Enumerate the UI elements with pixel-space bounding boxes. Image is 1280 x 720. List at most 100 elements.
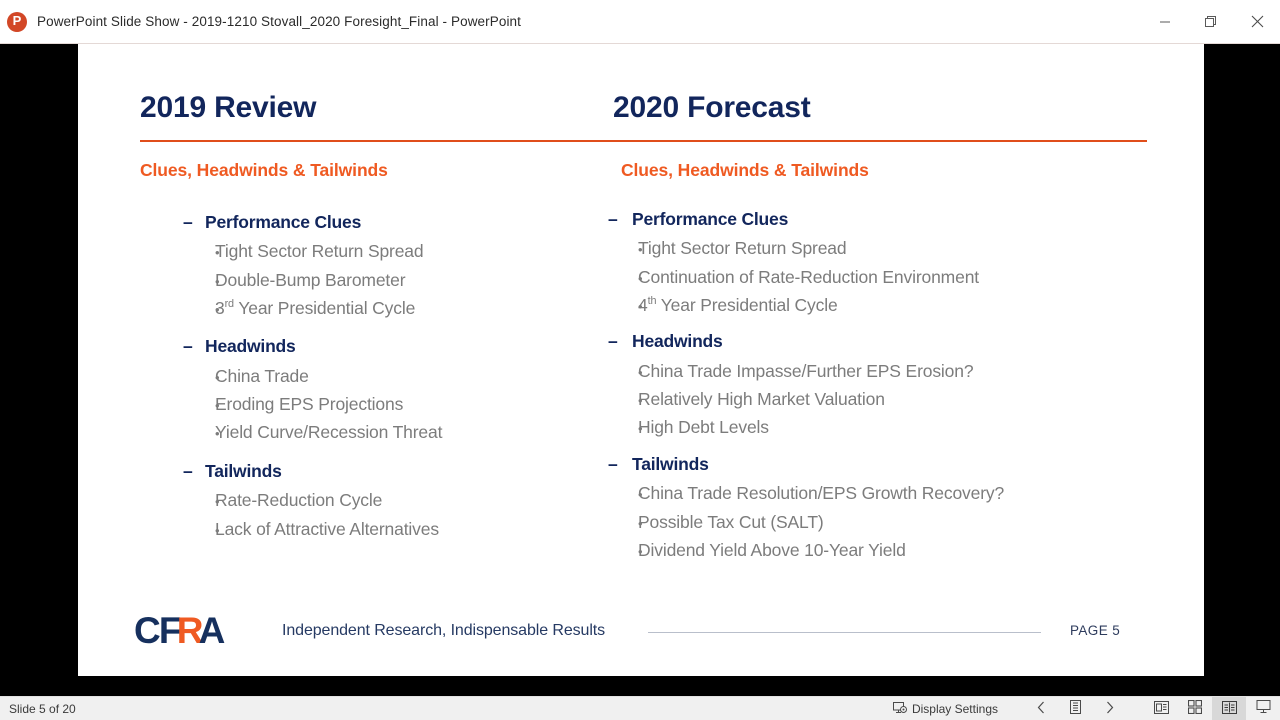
bullet-group-heading: – Headwinds: [183, 334, 653, 359]
restore-button[interactable]: [1188, 0, 1234, 44]
page-title-right: 2020 Forecast: [613, 91, 811, 124]
round-bullet-icon: •: [215, 273, 220, 289]
reading-view-button[interactable]: [1212, 696, 1246, 720]
bullet-sublist: • Tight Sector Return Spread • Continuation…: [608, 234, 1204, 319]
list-item-label: Rate-Reduction Cycle: [215, 490, 383, 511]
round-bullet-icon: •: [638, 543, 643, 559]
notes-icon: [1069, 700, 1082, 717]
list-item: • Double-Bump Barometer: [183, 266, 653, 294]
bullet-group-heading-label: Headwinds: [205, 336, 296, 357]
bullet-group: – Headwinds • China Trade • Eroding EPS Proje…: [183, 334, 653, 446]
list-item: • Dividend Yield Above 10-Year Yield: [608, 536, 1204, 564]
bullet-group-heading: – Performance Clues: [183, 210, 653, 235]
list-item-label: High Debt Levels: [638, 417, 769, 438]
list-item-text: Year Presidential Cycle: [656, 295, 838, 316]
slide-counter: Slide 5 of 20: [9, 701, 76, 716]
previous-slide-icon: [1036, 701, 1047, 717]
slide-sorter-button[interactable]: [1178, 697, 1212, 720]
list-item: • 4th Year Presidential Cycle: [608, 291, 1204, 319]
ordinal-number: 3: [215, 298, 225, 319]
list-item: • Eroding EPS Projections: [183, 390, 653, 418]
next-slide-button[interactable]: [1092, 697, 1126, 720]
page-title-left: 2019 Review: [140, 91, 317, 124]
slide-sorter-icon: [1187, 699, 1203, 717]
round-bullet-icon: •: [215, 245, 220, 261]
round-bullet-icon: •: [638, 242, 643, 258]
list-item: • Rate-Reduction Cycle: [183, 486, 653, 514]
previous-slide-button[interactable]: [1024, 697, 1058, 720]
list-item: • Possible Tax Cut (SALT): [608, 508, 1204, 536]
powerpoint-icon: P: [7, 11, 27, 32]
subheading-right: Clues, Headwinds & Tailwinds: [621, 160, 869, 180]
round-bullet-icon: •: [215, 426, 220, 442]
list-item-label: Possible Tax Cut (SALT): [638, 511, 824, 532]
bullet-group-heading: – Headwinds: [608, 329, 1204, 354]
list-item: • Relatively High Market Valuation: [608, 385, 1204, 413]
round-bullet-icon: •: [215, 494, 220, 510]
bullet-group-heading-label: Headwinds: [632, 331, 723, 352]
slide-footer: CFRA Independent Research, Indispensable…: [78, 608, 1204, 658]
slide-show-button[interactable]: [1246, 697, 1280, 720]
dash-bullet-icon: –: [183, 336, 193, 357]
close-button[interactable]: [1234, 0, 1280, 44]
status-bar-controls: Display Settings: [885, 696, 1280, 720]
bullet-group-heading: – Performance Clues: [608, 207, 1204, 232]
minimize-button[interactable]: [1142, 0, 1188, 44]
round-bullet-icon: •: [638, 393, 643, 409]
dash-bullet-icon: –: [608, 209, 618, 229]
list-item: • China Trade Resolution/EPS Growth Recov…: [608, 479, 1204, 507]
display-settings-label: Display Settings: [911, 701, 998, 716]
ordinal-suffix: rd: [224, 298, 234, 311]
title-divider-rule: [140, 140, 1147, 142]
left-column-title-row: 2019 Review: [140, 91, 316, 124]
round-bullet-icon: •: [638, 270, 643, 286]
normal-view-button[interactable]: [1144, 697, 1178, 720]
display-settings-button[interactable]: Display Settings: [885, 697, 1006, 720]
bullet-groups-right: – Performance Clues • Tight Sector Return S…: [608, 207, 1204, 574]
list-item: • 3rd Year Presidential Cycle: [183, 294, 653, 322]
reading-view-icon: [1221, 700, 1237, 717]
round-bullet-icon: •: [215, 522, 220, 538]
slide-canvas[interactable]: 2019 Review 2020 Forecast Clues, Headwin…: [78, 44, 1204, 676]
page-number: PAGE 5: [1070, 623, 1121, 638]
list-item-label: China Trade Resolution/EPS Growth Recove…: [638, 483, 1005, 504]
list-item-label: Lack of Attractive Alternatives: [215, 518, 439, 539]
list-item: • Continuation of Rate-Reduction Environm…: [608, 263, 1204, 291]
round-bullet-icon: •: [638, 421, 643, 437]
subheading-left: Clues, Headwinds & Tailwinds: [140, 160, 388, 180]
list-item: • China Trade: [183, 362, 653, 390]
round-bullet-icon: •: [215, 369, 220, 385]
bullet-group-heading-label: Performance Clues: [205, 212, 362, 232]
list-item-label: China Trade Impasse/Further EPS Erosion?: [638, 360, 974, 381]
bullet-sublist: • China Trade Resolution/EPS Growth Recov…: [608, 479, 1204, 564]
bullet-group: – Tailwinds • Rate-Reduction Cycle • Lack of …: [183, 459, 653, 543]
list-item-text: Year Presidential Cycle: [233, 298, 416, 319]
cfra-logo-r: R: [176, 610, 204, 651]
window-controls: [1142, 0, 1280, 44]
ordinal-suffix: th: [647, 295, 657, 308]
list-item: • Lack of Attractive Alternatives: [183, 515, 653, 543]
round-bullet-icon: •: [638, 364, 643, 380]
list-item-label: Dividend Yield Above 10-Year Yield: [638, 539, 906, 560]
bullet-sublist: • Rate-Reduction Cycle • Lack of Attractive…: [183, 486, 653, 543]
list-item-label: Relatively High Market Valuation: [638, 389, 885, 410]
dash-bullet-icon: –: [608, 331, 618, 352]
bullet-group-heading: – Tailwinds: [608, 452, 1204, 477]
footer-divider-rule: [648, 632, 1041, 633]
notes-button[interactable]: [1058, 697, 1092, 720]
bullet-group: – Performance Clues • Tight Sector Return S…: [608, 207, 1204, 319]
list-item: • Tight Sector Return Spread: [608, 234, 1204, 262]
bullet-group-heading: – Tailwinds: [183, 459, 653, 484]
powerpoint-icon-letter: P: [12, 13, 22, 28]
list-item-label: Continuation of Rate-Reduction Environme…: [638, 266, 979, 287]
bullet-groups-left: – Performance Clues • Tight Sector Return S…: [183, 210, 653, 555]
window-title: PowerPoint Slide Show - 2019-1210 Stoval…: [37, 14, 522, 29]
title-bar: P PowerPoint Slide Show - 2019-1210 Stov…: [0, 0, 1280, 44]
list-item-label: Tight Sector Return Spread: [638, 238, 847, 259]
cfra-logo-a: A: [198, 610, 226, 651]
dash-bullet-icon: –: [183, 212, 193, 232]
round-bullet-icon: •: [638, 487, 643, 503]
ordinal-number: 4: [638, 295, 648, 316]
status-bar: Slide 5 of 20 Display Settings: [0, 696, 1280, 720]
list-item-label: Eroding EPS Projections: [215, 394, 404, 415]
